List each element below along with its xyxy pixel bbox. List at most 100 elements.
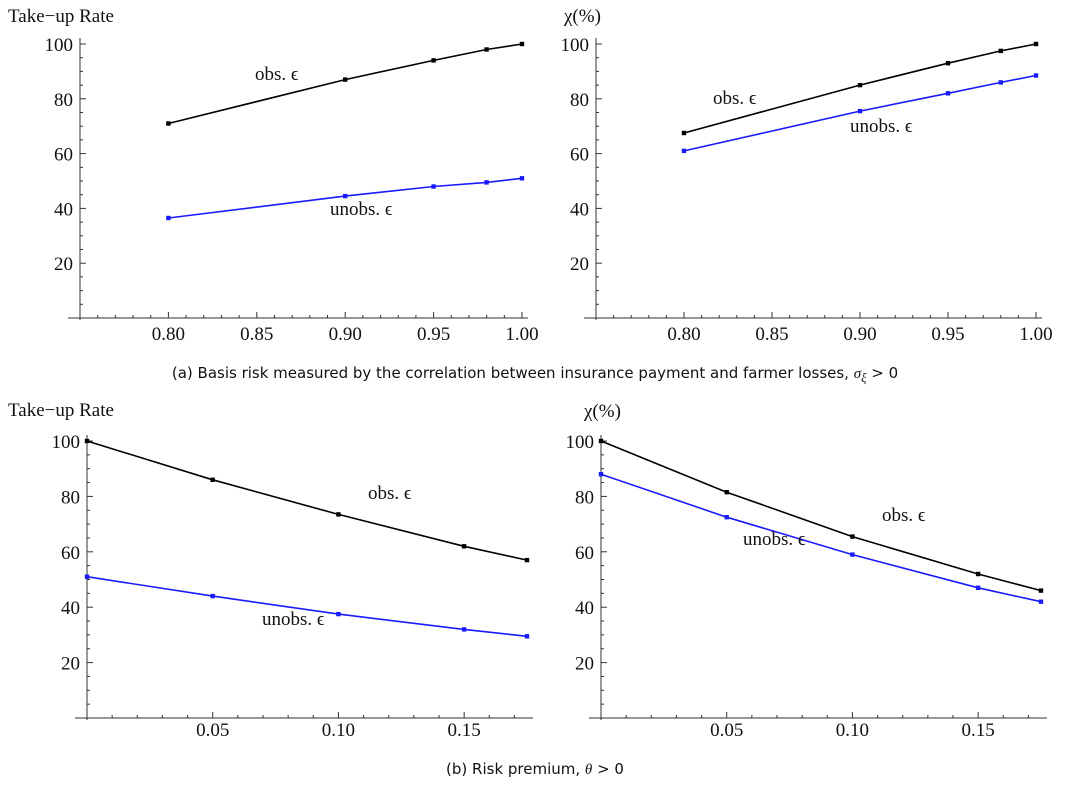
data-point-obs xyxy=(724,490,729,495)
y-axis-title: Take−up Rate xyxy=(8,6,114,27)
caption-a: (a) Basis risk measured by the correlati… xyxy=(0,364,1070,386)
data-point-obs xyxy=(857,82,863,88)
x-tick-label: 0.85 xyxy=(240,324,273,345)
y-tick-label: 20 xyxy=(54,254,73,275)
series-label-unobs: unobs. ϵ xyxy=(743,529,806,550)
x-tick-label: 0.15 xyxy=(448,720,481,741)
data-point-unobs xyxy=(431,184,436,189)
caption-b-math: θ xyxy=(584,762,593,778)
data-point-unobs xyxy=(1033,73,1039,78)
caption-b: (b) Risk premium, θ > 0 xyxy=(0,760,1070,779)
x-tick-label: 1.00 xyxy=(1019,324,1052,345)
caption-a-math: σ xyxy=(853,366,862,382)
data-point-unobs xyxy=(850,552,855,557)
data-point-unobs xyxy=(724,515,729,520)
x-tick-label: 0.80 xyxy=(152,324,185,345)
series-label-obs: obs. ϵ xyxy=(713,88,757,109)
x-tick-label: 0.90 xyxy=(329,324,362,345)
y-tick-label: 20 xyxy=(575,654,594,675)
chart-a-left: Take−up Rate 20 40 60 80 100 0.80 0.85 0.90 0.95 1… xyxy=(8,6,539,345)
data-point-obs xyxy=(681,130,687,136)
caption-b-tail: > 0 xyxy=(592,760,624,778)
data-point-unobs xyxy=(945,91,951,96)
series-label-unobs: unobs. ϵ xyxy=(330,199,393,220)
series-label-unobs: unobs. ϵ xyxy=(850,116,913,137)
data-point-obs xyxy=(431,58,436,63)
data-point-obs xyxy=(1038,588,1044,593)
data-point-obs xyxy=(998,48,1003,54)
data-point-unobs xyxy=(166,215,171,221)
caption-a-text: (a) Basis risk measured by the correlati… xyxy=(171,364,854,382)
data-point-obs xyxy=(850,534,855,539)
data-point-unobs xyxy=(857,108,863,114)
x-tick-label: 0.95 xyxy=(931,324,964,345)
data-point-obs xyxy=(210,477,215,482)
data-point-obs xyxy=(336,512,341,517)
data-point-unobs xyxy=(1038,599,1044,604)
y-tick-label: 80 xyxy=(54,90,73,111)
data-point-obs xyxy=(519,41,525,47)
y-axis-title: χ(%) xyxy=(563,6,601,27)
data-point-obs xyxy=(166,121,171,126)
data-point-obs xyxy=(524,557,530,563)
y-tick-label: 20 xyxy=(570,254,589,275)
data-point-obs xyxy=(945,61,951,66)
y-axis-title: Take−up Rate xyxy=(8,400,114,421)
series-label-obs: obs. ϵ xyxy=(255,64,299,85)
data-point-unobs xyxy=(519,176,525,181)
data-point-unobs xyxy=(975,585,981,590)
data-point-unobs xyxy=(84,574,90,579)
y-tick-label: 60 xyxy=(61,543,80,564)
series-label-obs: obs. ϵ xyxy=(882,505,926,526)
caption-a-tail: > 0 xyxy=(866,364,899,382)
data-point-unobs xyxy=(998,80,1003,85)
series-line-obs xyxy=(600,440,1042,592)
x-tick-label: 0.05 xyxy=(710,720,743,741)
y-tick-label: 80 xyxy=(575,487,594,508)
y-tick-label: 40 xyxy=(570,199,589,220)
caption-a-sub: ξ xyxy=(861,371,867,385)
data-point-unobs xyxy=(484,180,489,185)
x-tick-label: 1.00 xyxy=(505,324,538,345)
data-point-unobs xyxy=(210,593,215,599)
data-point-obs xyxy=(84,438,90,444)
data-point-obs xyxy=(343,77,348,82)
y-tick-label: 40 xyxy=(61,598,80,619)
y-tick-label: 60 xyxy=(54,145,73,166)
y-tick-label: 20 xyxy=(61,654,80,675)
chart-a-right: χ(%) 20 40 60 80 100 0.80 0.85 0.90 0.95 1.00 obs. … xyxy=(561,6,1053,345)
x-tick-label: 0.15 xyxy=(962,720,995,741)
y-tick-label: 60 xyxy=(575,543,594,564)
series-label-obs: obs. ϵ xyxy=(368,483,412,504)
y-tick-label: 40 xyxy=(54,199,73,220)
data-point-unobs xyxy=(336,611,341,617)
x-tick-label: 0.80 xyxy=(667,324,700,345)
y-tick-label: 60 xyxy=(570,145,589,166)
data-point-unobs xyxy=(598,472,604,477)
series-line-obs xyxy=(86,440,528,561)
x-tick-label: 0.85 xyxy=(755,324,788,345)
x-tick-label: 0.10 xyxy=(322,720,355,741)
x-tick-label: 0.10 xyxy=(836,720,869,741)
data-point-obs xyxy=(1033,41,1039,47)
y-tick-label: 100 xyxy=(561,35,590,56)
data-point-unobs xyxy=(343,193,348,199)
caption-b-text: (b) Risk premium, xyxy=(446,760,585,778)
y-tick-label: 100 xyxy=(566,432,595,453)
x-tick-label: 0.90 xyxy=(843,324,876,345)
y-tick-label: 100 xyxy=(45,35,74,56)
data-point-unobs xyxy=(461,627,467,632)
data-point-unobs xyxy=(524,634,530,639)
data-point-obs xyxy=(461,544,467,549)
data-point-obs xyxy=(975,571,981,577)
x-tick-label: 0.05 xyxy=(196,720,229,741)
chart-b-left: Take−up Rate 20 40 60 80 100 0.05 0.10 0.15 obs. … xyxy=(8,400,533,741)
y-tick-label: 40 xyxy=(575,598,594,619)
y-axis-title: χ(%) xyxy=(583,401,621,422)
data-point-obs xyxy=(484,47,489,52)
chart-b-right: χ(%) 20 40 60 80 100 0.05 0.10 0.15 obs. ϵ unobs. … xyxy=(566,401,1047,741)
data-point-obs xyxy=(598,438,604,444)
series-label-unobs: unobs. ϵ xyxy=(262,609,325,630)
series-line-obs xyxy=(168,43,523,125)
